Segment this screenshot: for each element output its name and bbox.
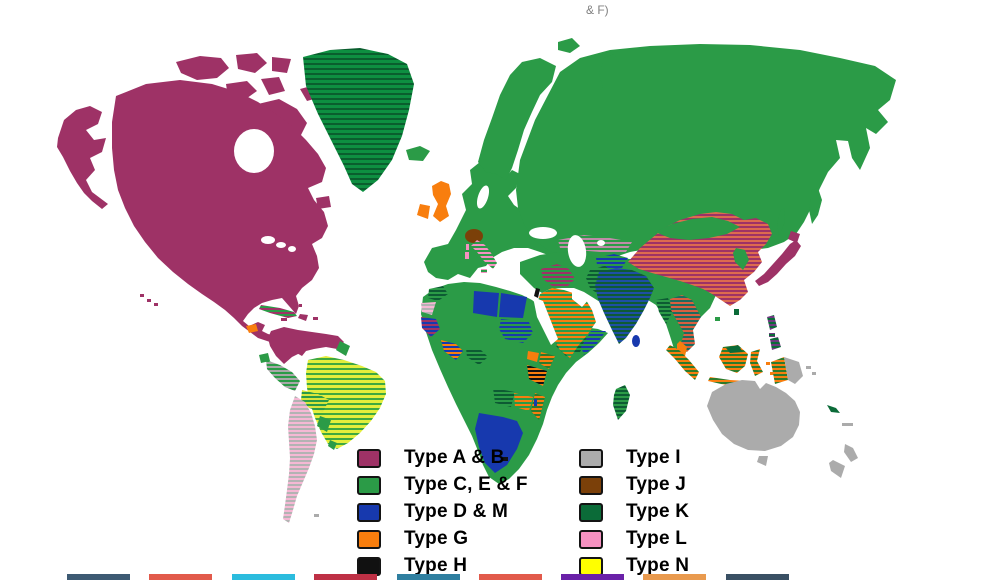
region-east-asia <box>628 212 801 321</box>
region-north-america <box>57 53 331 356</box>
region-nz-south <box>829 460 845 478</box>
bottom-bar <box>561 574 624 580</box>
region-western-europe-details <box>417 181 497 273</box>
region-kenya <box>539 352 555 369</box>
bottom-bar <box>479 574 542 580</box>
region-taiwan <box>734 309 739 315</box>
region-sulawesi <box>750 349 763 376</box>
region-hokkaido <box>788 231 800 243</box>
region-libya <box>473 291 499 317</box>
region-new-guinea-east <box>784 357 803 384</box>
region-vanuatu <box>827 405 840 413</box>
region-africa <box>421 282 630 484</box>
region-greenland <box>303 48 414 192</box>
region-guatemala <box>246 324 258 333</box>
region-peru <box>266 360 300 391</box>
bottom-bar <box>726 574 789 580</box>
bottom-bar-strip <box>0 574 1000 580</box>
region-india <box>595 268 654 344</box>
region-bolivia <box>301 390 329 412</box>
bottom-bar <box>149 574 212 580</box>
region-myanmar <box>656 298 673 324</box>
region-sumatra <box>666 345 699 380</box>
region-iceland <box>406 146 430 161</box>
region-hainan <box>715 317 720 321</box>
region-uganda <box>527 351 539 362</box>
region-sakhalin <box>809 188 822 224</box>
region-iraq-syria <box>541 264 575 288</box>
region-sudan <box>499 319 533 343</box>
region-israel <box>534 288 540 298</box>
region-nz-north <box>844 444 858 462</box>
region-morocco <box>428 286 448 301</box>
region-switzerland <box>465 229 483 243</box>
region-malawi <box>534 399 537 406</box>
region-ghana-ivorycoast <box>441 340 463 360</box>
region-tasmania <box>757 456 768 466</box>
region-new-guinea-west <box>771 357 788 384</box>
region-ecuador <box>259 353 270 363</box>
bottom-bar <box>314 574 377 580</box>
region-southern-africa <box>475 413 523 473</box>
region-sakhalin-2 <box>777 208 785 236</box>
region-east-malaysia <box>726 345 743 353</box>
bottom-bar <box>397 574 460 580</box>
region-senegal-guinea <box>421 317 440 337</box>
region-colombia-venezuela <box>268 327 344 364</box>
region-russia <box>516 44 896 262</box>
region-philippines <box>767 315 777 330</box>
region-south-america <box>259 327 386 523</box>
region-scandinavia <box>478 58 556 180</box>
region-corsica <box>466 244 469 250</box>
bottom-bar <box>643 574 706 580</box>
region-uk <box>432 181 451 222</box>
region-zambia <box>514 393 533 411</box>
region-paraguay <box>317 416 331 432</box>
region-guyanas <box>336 341 350 356</box>
region-new-caledonia <box>842 423 853 426</box>
region-mongolia <box>655 217 740 240</box>
region-svalbard <box>558 38 580 53</box>
region-europe <box>424 152 575 280</box>
bottom-bar <box>67 574 130 580</box>
region-southeast-asia <box>656 295 816 387</box>
region-sardinia <box>465 252 469 259</box>
region-sri-lanka <box>632 335 640 347</box>
region-lesotho <box>503 457 508 461</box>
region-egypt <box>499 293 527 318</box>
region-korea <box>733 248 749 270</box>
chart-title-fragment: & F) <box>586 3 609 17</box>
region-chile-argentina <box>283 396 317 523</box>
region-indochina <box>670 295 701 352</box>
region-ireland <box>417 204 430 219</box>
region-angola <box>493 388 515 407</box>
region-nigeria <box>466 348 488 365</box>
region-novaya-zemlya <box>599 54 620 88</box>
region-australia <box>707 380 800 451</box>
region-italy <box>471 240 497 269</box>
region-madagascar <box>613 385 630 420</box>
region-west-sahara <box>421 302 436 315</box>
inland-seas <box>476 185 605 345</box>
region-japan <box>755 240 801 286</box>
region-caribbean <box>246 299 318 333</box>
bottom-bar <box>232 574 295 580</box>
region-somalia <box>581 331 606 355</box>
region-uruguay <box>328 440 337 450</box>
region-afghanistan <box>596 254 628 268</box>
region-tanzania <box>527 365 547 386</box>
region-oceania <box>707 380 858 478</box>
